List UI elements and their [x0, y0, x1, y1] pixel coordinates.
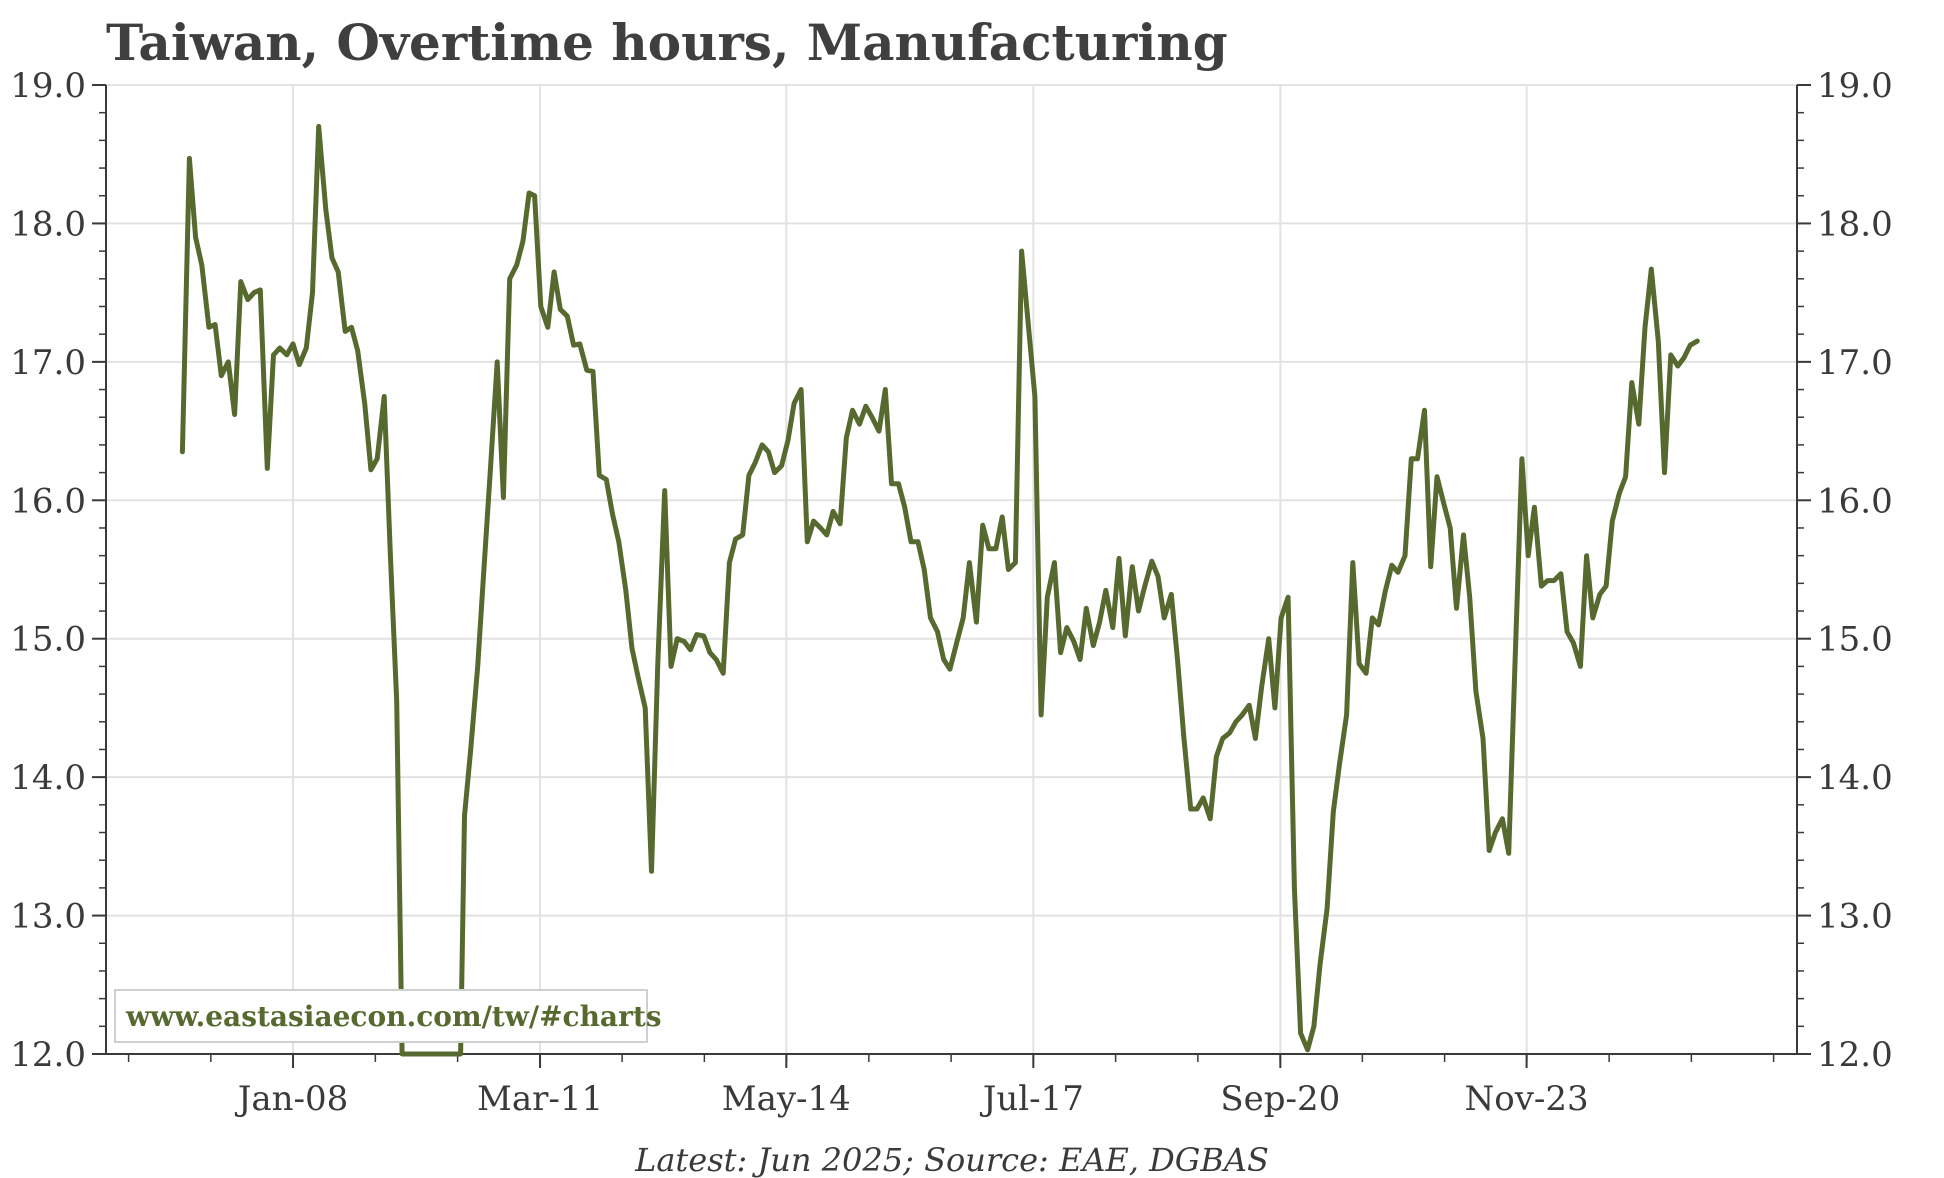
axes [105, 85, 1798, 1055]
grid [106, 84, 1797, 1055]
series-line [179, 124, 1700, 1057]
series-group [179, 124, 1700, 1057]
y-tick-label-right: 14.0 [1817, 758, 1893, 798]
y-tick-label-right: 12.0 [1817, 1035, 1893, 1075]
x-tick-label: Jan-08 [235, 1079, 349, 1119]
y-tick-label-left: 12.0 [10, 1035, 86, 1075]
x-tick-label: Mar-11 [477, 1079, 603, 1119]
y-tick-label-left: 13.0 [10, 897, 86, 937]
y-axis-right: 12.0 13.0 14.0 15.0 16.0 17.0 18.0 19.0 [1797, 66, 1893, 1075]
y-tick-label-right: 16.0 [1817, 481, 1893, 521]
y-tick-label-left: 14.0 [10, 758, 86, 798]
y-tick-label-right: 18.0 [1817, 204, 1893, 244]
y-tick-label-left: 18.0 [10, 204, 86, 244]
x-tick-label: Jul-17 [980, 1079, 1084, 1119]
chart-title: Taiwan, Overtime hours, Manufacturing [106, 13, 1228, 72]
watermark-text: www.eastasiaecon.com/tw/#charts [125, 1000, 662, 1033]
y-tick-label-left: 17.0 [10, 343, 86, 383]
y-tick-label-left: 19.0 [10, 66, 86, 106]
y-tick-label-right: 13.0 [1817, 897, 1893, 937]
x-tick-label: Sep-20 [1220, 1079, 1340, 1119]
y-tick-label-left: 15.0 [10, 620, 86, 660]
watermark-box [114, 989, 648, 1043]
footnote: Latest: Jun 2025; Source: EAE, DGBAS [634, 1141, 1269, 1178]
y-axis-left: 12.0 13.0 14.0 15.0 16.0 17.0 18.0 19.0 [10, 66, 106, 1075]
y-tick-label-right: 17.0 [1817, 343, 1893, 383]
y-tick-label-right: 15.0 [1817, 620, 1893, 660]
x-axis: Jan-08 Mar-11 May-14 Jul-17 Sep-20 Nov-23 [127, 1054, 1775, 1119]
y-tick-label-right: 19.0 [1817, 66, 1893, 106]
x-tick-label: May-14 [722, 1079, 851, 1119]
watermark: www.eastasiaecon.com/tw/#charts [114, 989, 662, 1043]
x-tick-label: Nov-23 [1465, 1079, 1589, 1119]
y-tick-label-left: 16.0 [10, 481, 86, 521]
